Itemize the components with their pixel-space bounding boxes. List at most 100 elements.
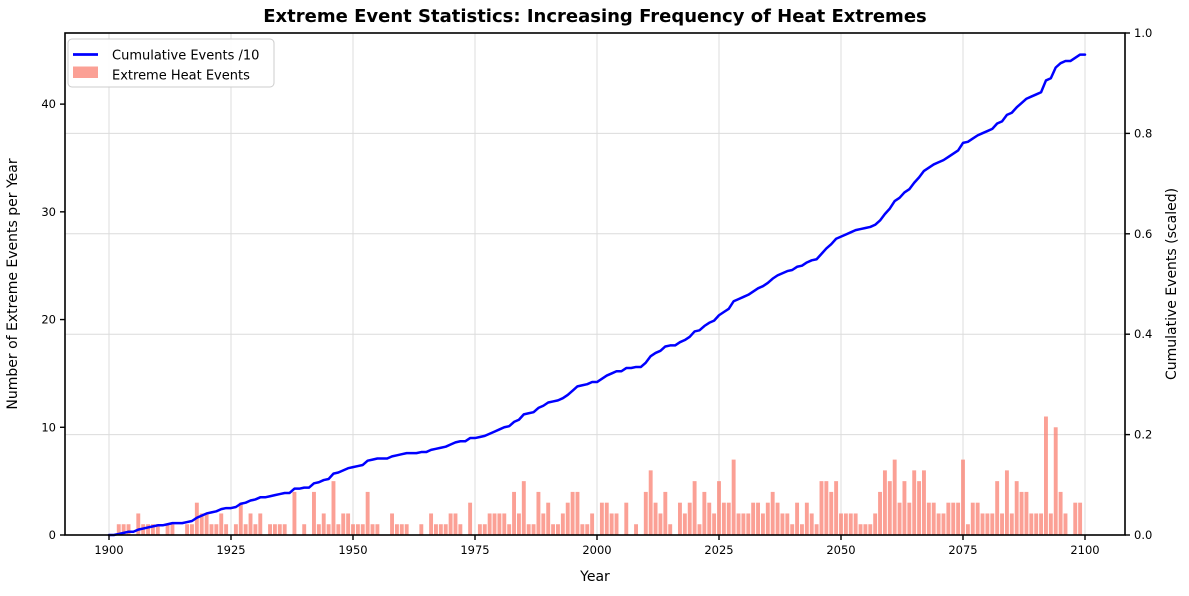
heat-event-bar (341, 513, 346, 535)
heat-event-bar (819, 481, 824, 535)
heat-event-bar (931, 502, 936, 535)
heat-event-bar (878, 491, 882, 535)
heat-event-bar (185, 524, 190, 535)
heat-event-bar (526, 524, 531, 535)
heat-event-bar (238, 502, 243, 535)
heat-event-bar (351, 524, 355, 535)
x-tick-label: 1900 (94, 543, 123, 557)
heat-event-bar (497, 513, 502, 535)
heat-event-bar (404, 524, 409, 535)
heat-event-bar (507, 524, 512, 535)
heat-event-bar (146, 524, 150, 535)
heat-event-bar (1039, 513, 1044, 535)
heat-event-bar (917, 481, 922, 535)
heat-event-bar (477, 524, 482, 535)
heat-event-bar (521, 481, 526, 535)
heat-event-bar (355, 524, 360, 535)
y-left-tick-label: 10 (41, 420, 56, 434)
y-left-axis-label: Number of Extreme Events per Year (5, 158, 21, 409)
heat-event-bar (892, 459, 897, 535)
heat-event-bar (951, 502, 956, 535)
heat-event-bar (277, 524, 282, 535)
heat-event-bar (468, 502, 473, 535)
heat-event-bar (970, 502, 975, 535)
heat-event-bar (800, 524, 804, 535)
plot-border (64, 32, 1126, 536)
heat-event-bar (687, 502, 692, 535)
heat-event-bar (995, 481, 1000, 535)
heat-event-bar (560, 513, 565, 535)
y-left-tick-label: 0 (49, 528, 56, 542)
heat-event-bar (360, 524, 365, 535)
heat-event-bar (912, 470, 917, 535)
heat-event-bar (1063, 513, 1068, 535)
heat-event-bar (975, 502, 980, 535)
cumulative-line (107, 53, 1087, 537)
heat-event-bar (765, 502, 770, 535)
heat-event-bar (516, 513, 521, 535)
heat-event-bar (253, 524, 258, 535)
heat-event-bar (375, 524, 380, 535)
heat-event-bar (990, 513, 995, 535)
heat-event-bar (136, 513, 141, 535)
heat-event-bar (394, 524, 399, 535)
heat-event-bar (434, 524, 438, 535)
heat-event-bar (458, 524, 463, 535)
heat-event-bar (150, 524, 155, 535)
heat-event-bar (585, 524, 590, 535)
heat-event-bar (980, 513, 985, 535)
heat-event-bar (487, 513, 492, 535)
heat-event-bar (121, 524, 126, 535)
x-tick-label: 1975 (460, 543, 489, 557)
heat-event-bar (829, 491, 834, 535)
heat-event-bar (370, 524, 375, 535)
y-left-tick-label: 20 (41, 313, 56, 327)
heat-event-bar (1048, 513, 1053, 535)
y-right-tick-label: 0.8 (1134, 126, 1152, 140)
heat-event-bar (346, 513, 351, 535)
heat-event-bar (897, 502, 902, 535)
heat-event-bar (785, 513, 790, 535)
heat-event-bar (492, 513, 497, 535)
heat-event-bar (116, 524, 121, 535)
heat-event-bar (682, 513, 687, 535)
heat-event-bar (365, 491, 370, 535)
heat-event-bar (199, 513, 204, 535)
heat-event-bar (326, 524, 331, 535)
heat-event-bar (658, 513, 663, 535)
legend-box (67, 38, 275, 88)
heat-event-bar (624, 502, 629, 535)
heat-event-bar (965, 524, 970, 535)
heat-event-bar (726, 502, 731, 535)
heat-event-bar (756, 502, 760, 535)
heat-event-bar (1034, 513, 1039, 535)
heat-event-bar (1029, 513, 1034, 535)
heat-event-bar (634, 524, 638, 535)
heat-event-bar (853, 513, 858, 535)
heat-event-bar (790, 524, 795, 535)
y-right-tick-label: 0.2 (1134, 428, 1152, 442)
heat-event-bar (863, 524, 868, 535)
heat-event-bar (268, 524, 272, 535)
heat-event-bar (248, 513, 253, 535)
heat-event-bar (834, 481, 839, 535)
heat-event-bar (609, 513, 614, 535)
heat-event-bar (736, 513, 741, 535)
heat-event-bar (390, 513, 394, 535)
heat-event-bar (541, 513, 546, 535)
heat-event-bar (858, 524, 863, 535)
heat-event-bar (614, 513, 619, 535)
heat-event-bar (556, 524, 560, 535)
heat-event-bar (570, 491, 575, 535)
heat-event-bar (292, 491, 297, 535)
heat-event-bar (746, 513, 751, 535)
y-left-tick-label: 40 (41, 97, 56, 111)
x-tick-label: 1925 (216, 543, 245, 557)
x-tick-label: 2050 (826, 543, 855, 557)
heat-event-bar (302, 524, 307, 535)
heat-event-bar (580, 524, 585, 535)
heat-event-bar (536, 491, 541, 535)
heat-event-bar (399, 524, 404, 535)
heat-event-bar (780, 513, 785, 535)
